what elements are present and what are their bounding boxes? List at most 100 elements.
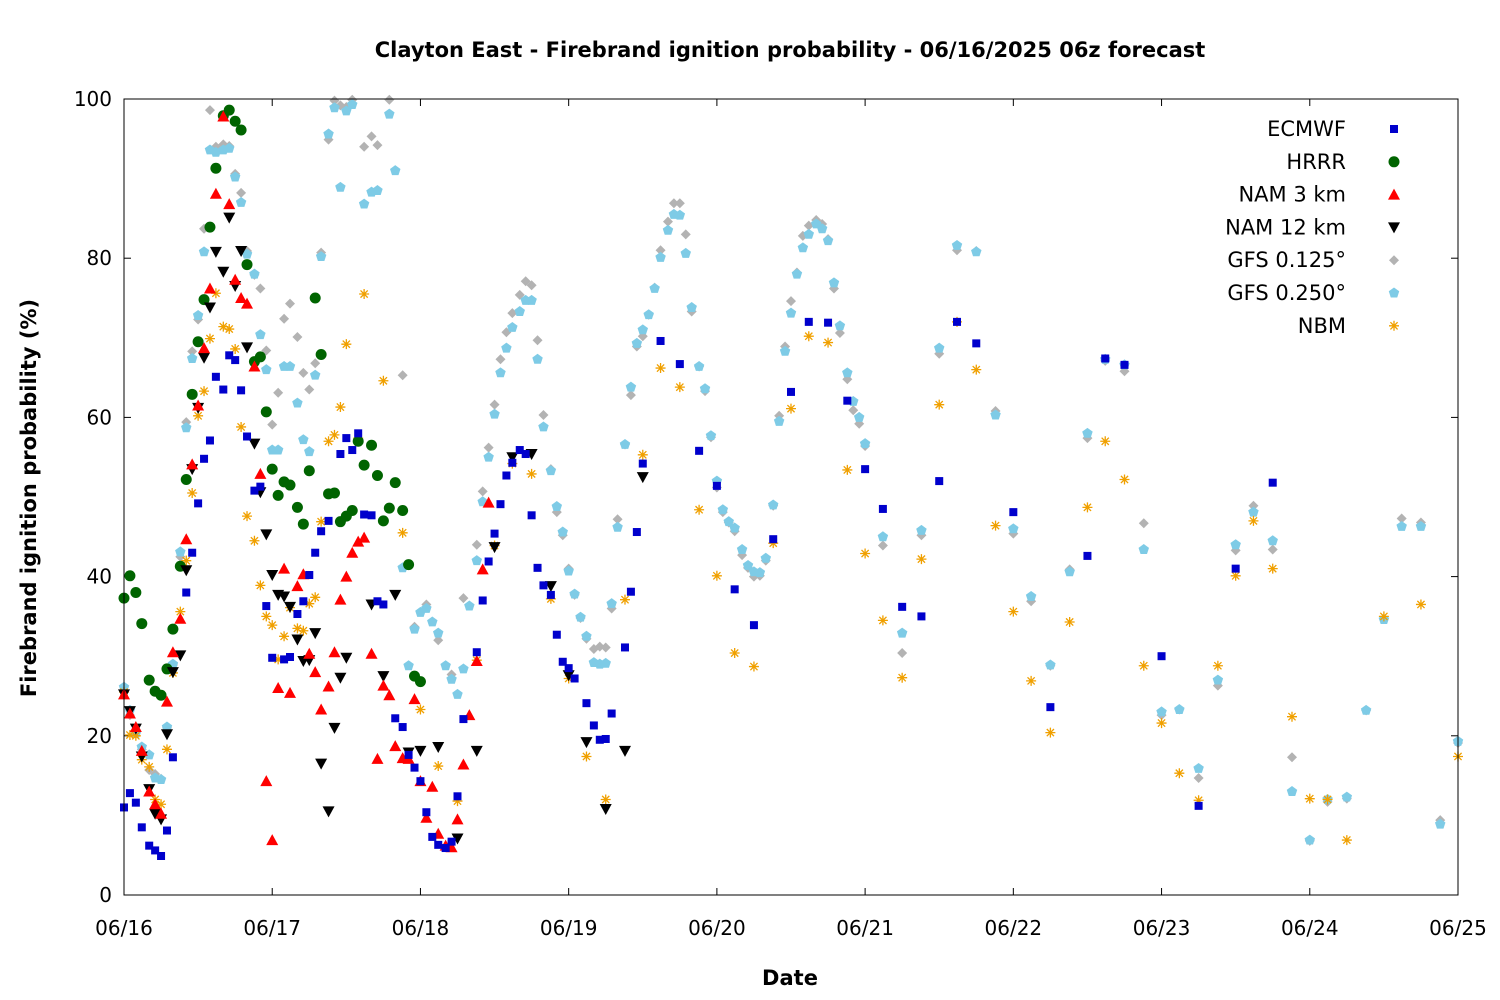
- data-point: [298, 367, 309, 378]
- data-point: [620, 643, 629, 652]
- data-point: [1156, 706, 1167, 717]
- data-point: [1193, 795, 1204, 806]
- data-point: [717, 504, 729, 515]
- data-point: [502, 471, 511, 480]
- data-point: [452, 688, 463, 699]
- data-point: [292, 332, 303, 343]
- data-point: [194, 499, 203, 508]
- data-point: [1083, 551, 1092, 560]
- data-point: [898, 602, 907, 611]
- data-point: [329, 429, 340, 440]
- data-point: [260, 775, 273, 787]
- data-point: [391, 714, 400, 723]
- y-axis-label: Firebrand ignition probability (%): [17, 299, 41, 697]
- data-point: [304, 446, 315, 457]
- data-point: [160, 729, 173, 741]
- data-point: [352, 535, 365, 547]
- data-point: [149, 808, 162, 820]
- data-point: [1009, 508, 1018, 517]
- data-point: [482, 496, 495, 508]
- data-point: [668, 198, 679, 209]
- data-point: [309, 628, 322, 640]
- data-point: [209, 187, 222, 199]
- data-point: [323, 128, 334, 139]
- data-point: [655, 363, 666, 374]
- data-point: [488, 542, 501, 554]
- data-point: [211, 372, 220, 381]
- data-point: [1138, 544, 1149, 554]
- data-point: [427, 616, 438, 627]
- data-point: [824, 318, 833, 327]
- data-point: [787, 387, 795, 396]
- data-point: [600, 642, 611, 653]
- data-point: [521, 450, 530, 459]
- data-point: [1138, 660, 1149, 671]
- data-point: [742, 559, 754, 570]
- data-point: [545, 465, 557, 476]
- data-point: [440, 660, 451, 671]
- data-point: [823, 337, 834, 348]
- data-point: [354, 429, 363, 438]
- data-point: [1360, 704, 1372, 715]
- data-point: [483, 442, 494, 453]
- data-point: [1341, 835, 1352, 846]
- data-point: [785, 307, 797, 318]
- data-point: [1248, 500, 1259, 511]
- data-point: [432, 741, 445, 753]
- data-point: [563, 565, 574, 576]
- data-point: [446, 673, 457, 684]
- data-point: [1248, 506, 1259, 517]
- data-point: [334, 593, 347, 605]
- data-point: [686, 302, 697, 312]
- legend-marker: [1388, 156, 1400, 168]
- data-point: [408, 693, 421, 705]
- data-point: [662, 224, 674, 235]
- data-point: [1082, 502, 1093, 513]
- data-point: [223, 104, 235, 116]
- data-point: [712, 481, 721, 490]
- legend-label: NAM 3 km: [1238, 183, 1346, 207]
- data-point: [433, 635, 444, 646]
- data-point: [131, 798, 140, 807]
- data-point: [200, 454, 209, 463]
- data-point: [151, 846, 160, 855]
- data-point: [250, 486, 259, 495]
- data-point: [508, 458, 517, 467]
- data-point: [310, 358, 321, 369]
- data-point: [674, 382, 685, 393]
- x-tick-label: 06/25: [1429, 916, 1487, 940]
- data-point: [130, 730, 141, 741]
- data-point: [477, 486, 488, 497]
- chart-title: Clayton East - Firebrand ignition probab…: [375, 38, 1206, 62]
- data-point: [403, 559, 415, 571]
- data-point: [181, 555, 192, 566]
- data-point: [514, 289, 525, 300]
- data-point: [490, 529, 499, 538]
- x-tick-label: 06/19: [540, 916, 598, 940]
- data-point: [409, 623, 420, 634]
- data-point: [1267, 563, 1278, 574]
- data-point: [378, 375, 389, 386]
- data-point: [675, 360, 684, 369]
- data-point: [397, 505, 409, 517]
- data-point: [210, 288, 221, 299]
- data-marks: [118, 94, 1464, 860]
- data-point: [1174, 704, 1185, 714]
- data-point: [204, 105, 215, 116]
- x-tick-label: 06/18: [392, 916, 450, 940]
- data-point: [470, 654, 483, 666]
- data-point: [636, 472, 649, 484]
- data-point: [174, 612, 187, 624]
- data-point: [471, 539, 482, 550]
- data-point: [217, 110, 230, 122]
- data-point: [204, 221, 216, 233]
- series-nam-3-km: [118, 110, 495, 853]
- data-point: [341, 339, 352, 350]
- data-point: [1045, 659, 1056, 670]
- data-point: [367, 511, 376, 520]
- data-point: [916, 524, 927, 535]
- legend-label: NAM 12 km: [1225, 215, 1346, 239]
- data-point: [589, 721, 598, 730]
- data-point: [859, 438, 871, 449]
- data-point: [236, 187, 247, 198]
